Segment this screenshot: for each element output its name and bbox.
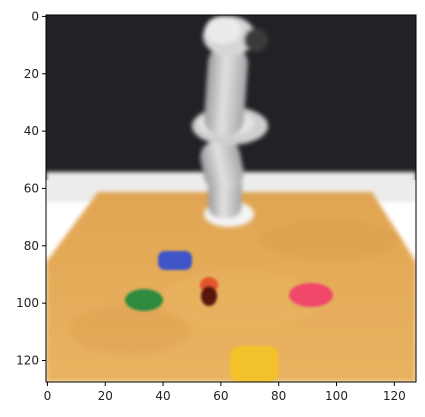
y-tick-label: 60 [24,181,39,195]
yellow-block [230,346,278,382]
x-tick-label: 20 [98,389,113,403]
y-tick-label: 20 [24,67,39,81]
y-tick-label: 120 [16,353,39,367]
scene-image [46,15,416,382]
green-block [125,289,163,311]
y-axis: 0 20 40 60 80 100 120 [16,9,46,367]
red-cylinder [200,277,218,306]
blue-block [158,251,192,270]
x-tick-label: 80 [271,389,286,403]
y-tick-label: 80 [24,239,39,253]
pink-block [289,283,333,307]
x-axis: 0 20 40 60 80 100 120 [44,382,406,403]
y-tick-label: 40 [24,124,39,138]
y-tick-label: 100 [16,296,39,310]
x-tick-label: 0 [44,389,52,403]
table-shading [260,220,400,260]
table-shading [70,305,190,355]
plot-frame [45,14,417,383]
x-tick-label: 100 [325,389,348,403]
x-tick-label: 120 [383,389,406,403]
x-tick-label: 60 [213,389,228,403]
x-tick-label: 40 [155,389,170,403]
y-tick-label: 0 [31,9,39,23]
robot-arm [192,16,268,227]
